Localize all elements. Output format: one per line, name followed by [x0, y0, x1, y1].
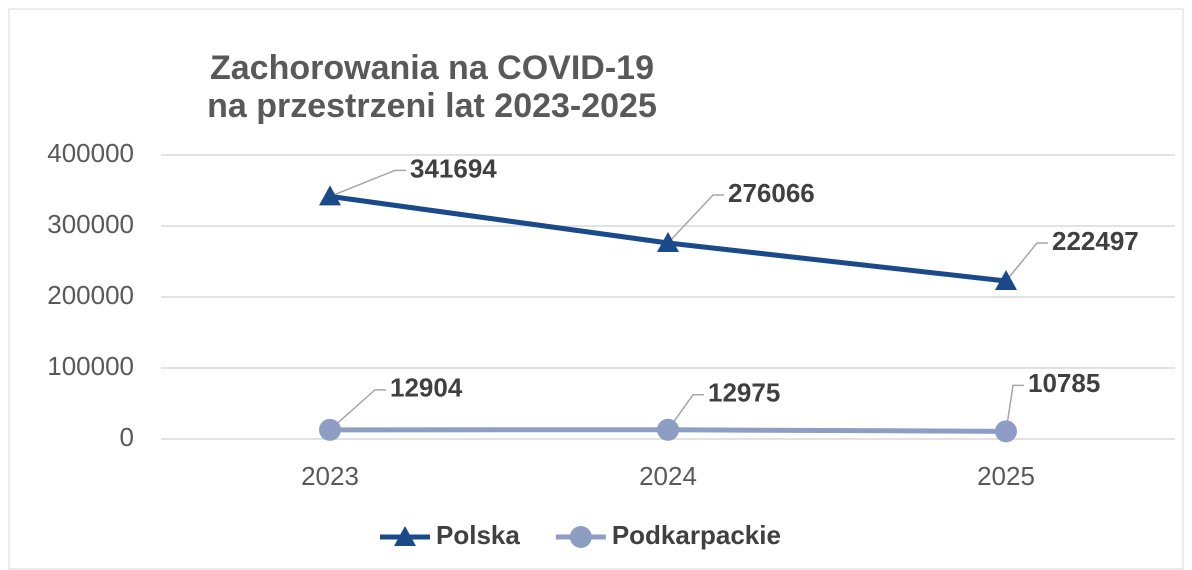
data-label: 12975 — [708, 378, 780, 408]
y-tick-label: 200000 — [47, 280, 134, 310]
y-tick-label: 100000 — [47, 351, 134, 381]
leader-line — [667, 394, 704, 431]
marker — [319, 418, 341, 441]
marker — [319, 185, 341, 206]
x-tick-label: 2025 — [977, 461, 1035, 491]
marker — [995, 270, 1017, 291]
leader-line — [1005, 384, 1024, 432]
y-tick-label: 400000 — [47, 138, 134, 168]
data-label: 12904 — [390, 373, 463, 403]
data-label: 276066 — [728, 178, 815, 208]
x-tick-label: 2024 — [639, 461, 697, 491]
marker — [394, 526, 416, 546]
chart-frame — [8, 8, 1184, 570]
marker — [657, 418, 679, 441]
data-label: 341694 — [410, 153, 497, 183]
leader-line — [1005, 242, 1048, 282]
x-tick-label: 2023 — [301, 461, 359, 491]
marker — [995, 420, 1017, 443]
chart-title: na przestrzeni lat 2023-2025 — [207, 87, 657, 125]
y-tick-label: 300000 — [47, 209, 134, 239]
data-label: 10785 — [1028, 368, 1100, 398]
leader-line — [667, 194, 724, 244]
marker — [657, 231, 679, 252]
leader-line — [329, 389, 386, 431]
legend-label: Podkarpackie — [612, 520, 781, 550]
chart-title: Zachorowania na COVID-19 — [210, 49, 654, 87]
y-tick-label: 0 — [120, 422, 134, 452]
legend-label: Polska — [436, 520, 520, 550]
marker — [569, 526, 592, 548]
data-label: 222497 — [1052, 226, 1139, 256]
leader-line — [329, 169, 406, 198]
